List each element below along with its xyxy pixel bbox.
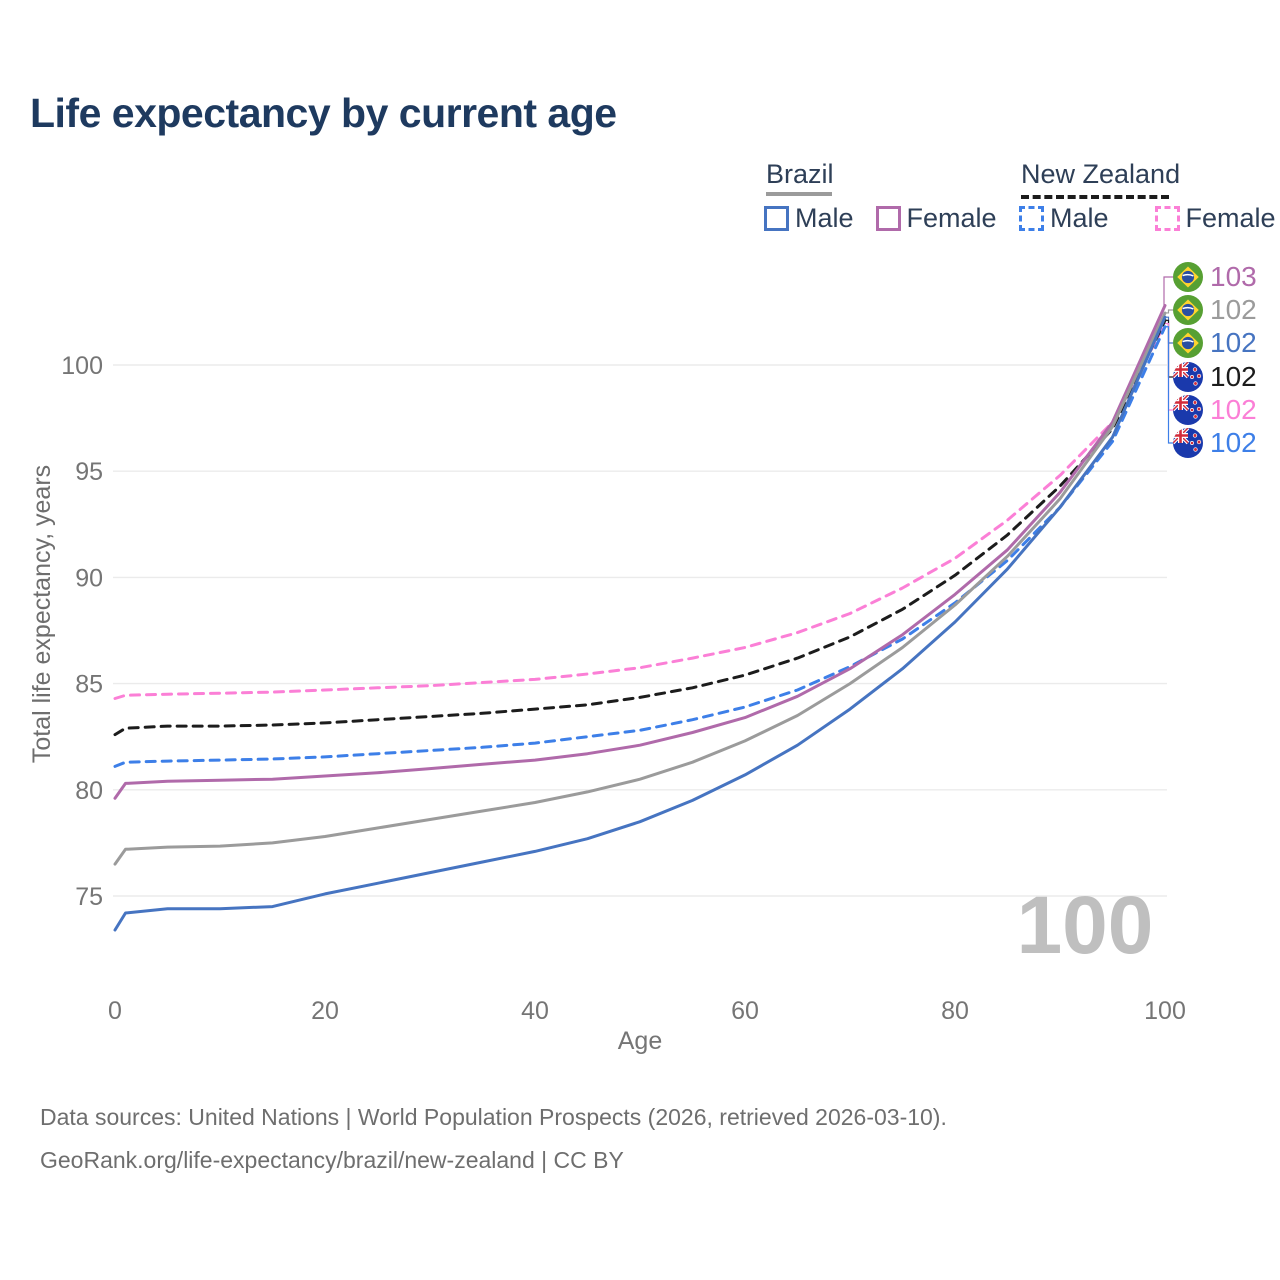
series-line-new-zealand-male[interactable] (113, 325, 1167, 768)
end-label-new-zealand-total: 102 (1173, 362, 1257, 392)
legend-item-brazil-female[interactable]: Female (875, 203, 997, 234)
end-label-value: 102 (1210, 361, 1257, 392)
y-tick-label-75: 75 (75, 883, 103, 911)
brazil-total-line-swatch (766, 192, 832, 196)
legend-items-brazil: Male Female (764, 203, 997, 234)
new-zealand-male-swatch-icon (1019, 206, 1044, 231)
end-label-value: 102 (1210, 394, 1257, 425)
legend-brazil-label: Brazil (766, 159, 834, 189)
end-label-value: 103 (1210, 261, 1257, 292)
x-axis-title: Age (618, 1027, 662, 1055)
attribution-line: GeoRank.org/life-expectancy/brazil/new-z… (40, 1147, 624, 1173)
leader-line-brazil-total (1165, 309, 1173, 314)
data-sources-line: Data sources: United Nations | World Pop… (40, 1104, 947, 1130)
legend-new-zealand-label: New Zealand (1021, 159, 1181, 189)
legend-item-label: Male (795, 203, 854, 233)
legend-group-new-zealand: New Zealand (1021, 159, 1180, 199)
series-line-brazil-female[interactable] (113, 304, 1167, 800)
brazil-flag-icon (1173, 262, 1203, 292)
brazil-flag-icon (1173, 295, 1203, 325)
x-tick-label-80: 80 (941, 997, 969, 1025)
page-title: Life expectancy by current age (30, 90, 617, 136)
chart-footer: Data sources: United Nations | World Pop… (40, 1104, 947, 1190)
legend-item-label: Female (1185, 203, 1276, 233)
y-axis-title: Total life expectancy, years (28, 465, 56, 763)
legend-item-label: Female (906, 203, 997, 233)
legend-items-new-zealand: Male Female (1019, 203, 1276, 234)
series-line-new-zealand-female[interactable] (113, 322, 1167, 700)
new-zealand-flag-icon (1173, 362, 1203, 392)
x-tick-label-40: 40 (521, 997, 549, 1025)
brazil-female-swatch-icon (875, 206, 901, 231)
age-counter-watermark: 100 (1017, 880, 1154, 971)
x-tick-label-100: 100 (1144, 997, 1186, 1025)
new-zealand-total-line-swatch (1021, 195, 1169, 199)
legend-group-brazil: Brazil (766, 159, 834, 196)
legend-item-new-zealand-female[interactable]: Female (1154, 203, 1276, 234)
leader-line-brazil-female (1163, 276, 1173, 306)
x-tick-label-60: 60 (731, 997, 759, 1025)
y-tick-label-100: 100 (61, 352, 103, 380)
end-label-new-zealand-female: 102 (1173, 395, 1257, 425)
legend-item-brazil-male[interactable]: Male (764, 203, 854, 234)
end-label-new-zealand-male: 102 (1173, 428, 1257, 458)
end-label-brazil-total: 102 (1173, 295, 1257, 325)
brazil-flag-icon (1173, 328, 1203, 358)
legend-item-label: Male (1050, 203, 1109, 233)
legend-item-new-zealand-male[interactable]: Male (1019, 203, 1109, 234)
end-label-brazil-female: 103 (1173, 262, 1257, 292)
new-zealand-female-swatch-icon (1154, 206, 1180, 231)
y-tick-label-85: 85 (75, 671, 103, 699)
brazil-male-swatch-icon (764, 206, 789, 231)
series-line-new-zealand-total[interactable] (113, 318, 1167, 737)
end-label-brazil-male: 102 (1173, 328, 1257, 358)
y-tick-label-80: 80 (75, 777, 103, 805)
x-tick-label-0: 0 (108, 997, 122, 1025)
x-tick-label-20: 20 (311, 997, 339, 1025)
y-tick-label-95: 95 (75, 458, 103, 486)
end-label-value: 102 (1210, 427, 1257, 458)
leader-line-new-zealand-male (1165, 326, 1173, 444)
series-line-brazil-male[interactable] (113, 315, 1167, 932)
end-label-value: 102 (1210, 327, 1257, 358)
series-line-brazil-total[interactable] (113, 311, 1167, 866)
y-tick-label-90: 90 (75, 564, 103, 592)
new-zealand-flag-icon (1173, 395, 1203, 425)
new-zealand-flag-icon (1173, 428, 1203, 458)
end-label-value: 102 (1210, 294, 1257, 325)
